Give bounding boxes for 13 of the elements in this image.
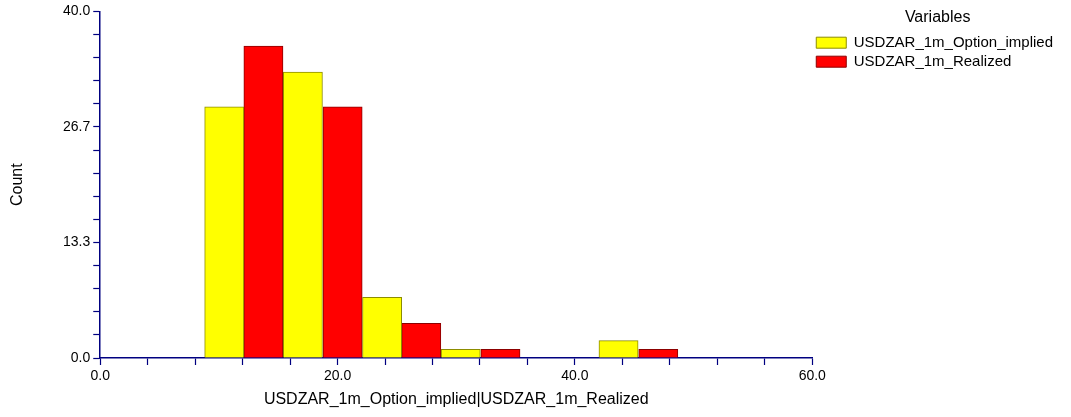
y-tick-label: 13.3 xyxy=(63,233,91,250)
y-tick-label: 26.7 xyxy=(63,117,91,134)
legend-label: USDZAR_1m_Option_implied xyxy=(853,32,1053,50)
y-axis-title: Count xyxy=(8,162,26,207)
legend-label: USDZAR_1m_Realized xyxy=(853,51,1012,69)
x-tick-label: 40.0 xyxy=(561,367,589,384)
x-tick-label: 20.0 xyxy=(323,367,352,384)
legend-title: Variables xyxy=(904,8,971,26)
y-tick-label: 0.0 xyxy=(70,348,91,365)
x-tick-label: 0.0 xyxy=(90,367,111,384)
x-tick-label: 60.0 xyxy=(798,367,827,384)
x-axis-title: USDZAR_1m_Option_implied|USDZAR_1m_Realized xyxy=(263,389,649,408)
y-tick-label: 40.0 xyxy=(63,2,91,19)
